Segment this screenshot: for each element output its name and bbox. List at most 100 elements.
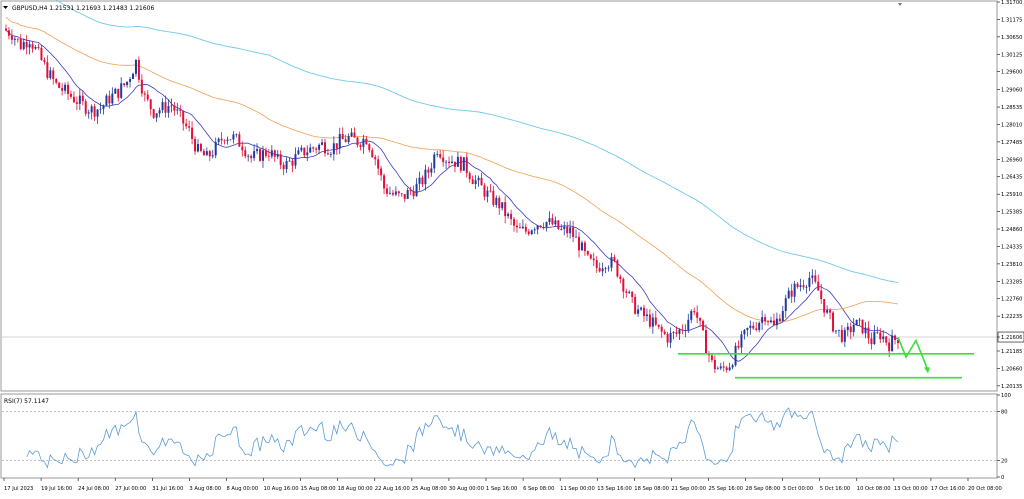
bear-candle	[374, 157, 377, 160]
price-axis-label: 1.20135	[1001, 384, 1022, 390]
price-axis-label: 1.21606	[1001, 335, 1022, 341]
bull-candle	[728, 367, 731, 370]
time-axis-label: 21 Sep 00:00	[671, 486, 706, 492]
bear-candle	[498, 197, 501, 209]
bull-candle	[843, 330, 846, 342]
price-axis-label: 1.30125	[1001, 52, 1022, 58]
bull-candle	[297, 150, 300, 155]
price-axis-label: 1.22760	[1001, 297, 1022, 303]
bear-candle	[439, 154, 442, 158]
bull-candle	[134, 59, 137, 74]
bull-candle	[64, 84, 67, 91]
bull-candle	[49, 70, 52, 78]
bear-candle	[589, 254, 592, 259]
bear-candle	[40, 47, 43, 60]
bull-candle	[891, 335, 894, 352]
time-axis-label: 19 Jul 16:00	[41, 486, 72, 492]
bear-candle	[55, 79, 58, 83]
rsi-layer	[2, 407, 996, 469]
bear-candle	[619, 276, 622, 280]
bear-candle	[371, 150, 374, 158]
bear-candle	[31, 44, 34, 49]
bull-candle	[111, 93, 114, 104]
time-axis-label: 25 Aug 08:00	[412, 486, 447, 492]
bear-candle	[551, 218, 554, 225]
bear-candle	[666, 333, 669, 343]
bear-candle	[660, 326, 663, 332]
dropdown-triangle-icon[interactable]	[3, 6, 8, 9]
bull-candle	[743, 329, 746, 335]
bear-candle	[849, 326, 852, 333]
ma-fast-line	[5, 30, 899, 362]
bear-candle	[312, 147, 315, 149]
moving-average-layer	[5, 0, 899, 362]
bear-candle	[341, 134, 344, 140]
bull-candle	[746, 327, 749, 330]
time-axis-label: 1 Sep 16:00	[486, 486, 517, 492]
bear-candle	[72, 96, 75, 103]
bull-candle	[155, 113, 158, 118]
bear-candle	[598, 267, 601, 272]
time-axis-label: 5 Oct 16:00	[820, 486, 851, 492]
bear-candle	[7, 30, 10, 36]
bear-candle	[149, 99, 152, 110]
bear-candle	[489, 190, 492, 192]
shift-marker-icon[interactable]	[898, 3, 902, 6]
bear-candle	[238, 134, 241, 147]
bear-candle	[634, 296, 637, 314]
bear-candle	[368, 144, 371, 151]
bull-candle	[170, 105, 173, 107]
bull-candle	[560, 228, 563, 230]
bear-candle	[693, 311, 696, 313]
bear-candle	[778, 318, 781, 322]
time-axis-label: 6 Sep 08:00	[523, 486, 554, 492]
bull-candle	[167, 106, 170, 113]
bull-candle	[607, 267, 610, 269]
bear-candle	[380, 168, 383, 176]
bull-candle	[852, 325, 855, 333]
bear-candle	[539, 225, 542, 227]
bear-candle	[19, 38, 22, 50]
bull-candle	[769, 320, 772, 323]
bear-candle	[459, 156, 462, 171]
bear-candle	[696, 312, 699, 318]
bull-candle	[761, 317, 764, 323]
bull-candle	[300, 147, 303, 151]
bear-candle	[273, 150, 276, 157]
rsi-panel-frame	[0, 393, 998, 479]
rsi-axis-label: 0	[1001, 475, 1004, 481]
bear-candle	[767, 321, 770, 323]
bull-candle	[456, 156, 459, 167]
bull-candle	[731, 365, 734, 368]
bear-candle	[654, 317, 657, 325]
bear-candle	[386, 188, 389, 194]
bull-candle	[261, 150, 264, 161]
price-axis-label: 1.22235	[1001, 314, 1022, 320]
bear-candle	[566, 226, 569, 234]
bull-candle	[474, 180, 477, 184]
bear-candle	[622, 279, 625, 292]
bull-candle	[837, 329, 840, 331]
bull-candle	[580, 242, 583, 251]
bear-candle	[705, 330, 708, 354]
price-axis-label: 1.23810	[1001, 262, 1022, 268]
bull-candle	[329, 154, 332, 155]
bull-candle	[270, 150, 273, 157]
bear-candle	[725, 367, 728, 370]
axis-layer: 1.31700 1.31175 1.30650 1.30125 1.29600 1.290…	[3, 0, 1024, 492]
time-axis-label: 3 Oct 00:00	[783, 486, 814, 492]
bear-candle	[397, 191, 400, 194]
bull-candle	[338, 134, 341, 149]
bear-candle	[173, 105, 176, 111]
bear-candle	[542, 226, 545, 228]
projection-arrow-icon	[924, 367, 930, 374]
bull-candle	[645, 314, 648, 317]
bull-candle	[205, 151, 208, 156]
bull-candle	[451, 161, 453, 163]
bear-candle	[737, 345, 740, 348]
time-axis-label: 18 Aug 00:00	[338, 486, 373, 492]
bear-candle	[468, 173, 471, 180]
price-axis-label: 1.26435	[1001, 175, 1022, 181]
